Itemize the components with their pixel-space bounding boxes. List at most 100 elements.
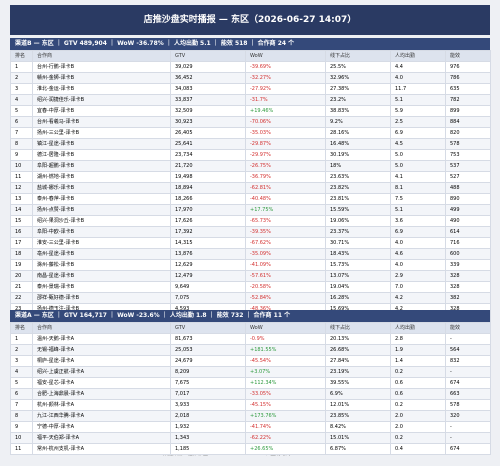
cell: 绍兴-上虞正航-泽卡A xyxy=(32,366,171,378)
cell: 7,017 xyxy=(170,388,246,400)
cell: 15.59% xyxy=(325,204,391,216)
cell: 32,509 xyxy=(170,105,246,117)
row: 5 福安-星芯-泽卡A 7,675 +112.34% 39.55% 0.6 674 xyxy=(10,377,491,389)
cell: 537 xyxy=(445,160,491,172)
cell: -57.61% xyxy=(245,270,326,282)
cell: 亳州-星途-泽卡B xyxy=(32,248,171,260)
cell: 16 xyxy=(10,226,33,238)
cell: 泰州-春萍-泽卡B xyxy=(32,193,171,205)
cell: +181.55% xyxy=(245,344,326,356)
cell: 19.04% xyxy=(325,281,391,293)
cell: 0.2 xyxy=(390,399,446,411)
column-header: 人均出勤 xyxy=(390,50,446,62)
cell: 23.63% xyxy=(325,171,391,183)
cell: 16.48% xyxy=(325,138,391,150)
cell: 4 xyxy=(10,366,33,378)
cell: 786 xyxy=(445,72,491,84)
cell: 2 xyxy=(10,344,33,356)
cell: 23.85% xyxy=(325,410,391,422)
cell: 19 xyxy=(10,259,33,271)
cell: 镇江-星途-泽卡B xyxy=(32,138,171,150)
cell: 7.0 xyxy=(390,281,446,293)
cell: 九江-江西华腾-泽卡A xyxy=(32,410,171,422)
section: 渠道A — 东区 ｜ GTV 164,717 ｜ WoW -23.6% ｜ 人均… xyxy=(10,310,491,455)
cell: 39.55% xyxy=(325,377,391,389)
cell: 25,641 xyxy=(170,138,246,150)
cell: -41.74% xyxy=(245,421,326,433)
cell: 26,405 xyxy=(170,127,246,139)
cell: 7,675 xyxy=(170,377,246,389)
cell: 20.13% xyxy=(325,333,391,345)
cell: 600 xyxy=(445,248,491,260)
cell: 578 xyxy=(445,399,491,411)
cell: 19,498 xyxy=(170,171,246,183)
cell: 阜阳-超鹏-泽卡B xyxy=(32,160,171,172)
cell: 22 xyxy=(10,292,33,304)
row: 7 扬州-三公里-泽卡B 26,405 -35.03% 28.16% 6.9 820 xyxy=(10,127,491,139)
cell: -20.58% xyxy=(245,281,326,293)
cell: 温州-天鹅-泽卡A xyxy=(32,333,171,345)
row: 4 绍兴-润捷佳乐-泽卡B 33,837 -31.7% 23.2% 5.1 782 xyxy=(10,94,491,106)
cell: 1 xyxy=(10,61,33,73)
cell: 527 xyxy=(445,171,491,183)
column-header: WoW xyxy=(245,50,326,62)
cell: 4.0 xyxy=(390,237,446,249)
cell: 488 xyxy=(445,182,491,194)
cell: 1.4 xyxy=(390,355,446,367)
cell: 7 xyxy=(10,127,33,139)
cell: 6 xyxy=(10,388,33,400)
cell: 桐庐-星途-泽卡A xyxy=(32,355,171,367)
column-header: 线下占比 xyxy=(325,50,391,62)
cell: 淮北-金运-泽卡B xyxy=(32,83,171,95)
cell: 淮安-三公里-泽卡B xyxy=(32,237,171,249)
cell: -33.05% xyxy=(245,388,326,400)
cell: -52.84% xyxy=(245,292,326,304)
cell: 5.1 xyxy=(390,94,446,106)
row: 13 泰州-春萍-泽卡B 18,266 -40.48% 23.81% 7.5 890 xyxy=(10,193,491,205)
row: 21 泰州-景瑞-泽卡B 9,649 -20.58% 19.04% 7.0 328 xyxy=(10,281,491,293)
cell: 2.0 xyxy=(390,421,446,433)
row: 10 福平-天伯郑-泽卡A 1,343 -62.22% 15.01% 0.2- xyxy=(10,432,491,444)
cell: 320 xyxy=(445,410,491,422)
row: 4 绍兴-上虞正航-泽卡A 8,209 +3.07% 23.19% 0.2- xyxy=(10,366,491,378)
cell: 6 xyxy=(10,116,33,128)
cell: 4.0 xyxy=(390,72,446,84)
cell: 328 xyxy=(445,270,491,282)
cell: 8 xyxy=(10,138,33,150)
cell: 3.6 xyxy=(390,215,446,227)
cell: 3 xyxy=(10,83,33,95)
row: 18 亳州-星途-泽卡B 13,876 -35.09% 18.43% 4.6 600 xyxy=(10,248,491,260)
cell: 26.68% xyxy=(325,344,391,356)
column-header: 线下占比 xyxy=(325,322,391,334)
cell: 81,673 xyxy=(170,333,246,345)
cell: 38.83% xyxy=(325,105,391,117)
cell: 382 xyxy=(445,292,491,304)
cell: 11 xyxy=(10,171,33,183)
cell: 13,876 xyxy=(170,248,246,260)
cell: 邵祥-甄好德-泽卡B xyxy=(32,292,171,304)
row: 8 九江-江西华腾-泽卡A 2,018 +173.76% 23.85% 2.0 320 xyxy=(10,410,491,422)
cell: 14 xyxy=(10,204,33,216)
cell: 18.43% xyxy=(325,248,391,260)
cell: -62.81% xyxy=(245,182,326,194)
cell: 32.96% xyxy=(325,72,391,84)
cell: 34,083 xyxy=(170,83,246,95)
cell: -26.75% xyxy=(245,160,326,172)
cell: 18,266 xyxy=(170,193,246,205)
cell: 7 xyxy=(10,399,33,411)
cell: 18,894 xyxy=(170,182,246,194)
cell: -41.09% xyxy=(245,259,326,271)
cell: 30.71% xyxy=(325,237,391,249)
cell: -65.73% xyxy=(245,215,326,227)
cell: 1 xyxy=(10,333,33,345)
cell: 4.4 xyxy=(390,61,446,73)
cell: 7,075 xyxy=(170,292,246,304)
cell: 832 xyxy=(445,355,491,367)
row: 16 阜阳-中欧-泽卡B 17,392 -39.35% 23.37% 6.9 614 xyxy=(10,226,491,238)
cell: 4.5 xyxy=(390,138,446,150)
column-header: 排名 xyxy=(10,322,33,334)
cell: 17,970 xyxy=(170,204,246,216)
section-header: 渠道B — 东区 ｜ GTV 489,904 ｜ WoW -36.78% ｜ 人… xyxy=(10,38,490,50)
cell: 10 xyxy=(10,160,33,172)
